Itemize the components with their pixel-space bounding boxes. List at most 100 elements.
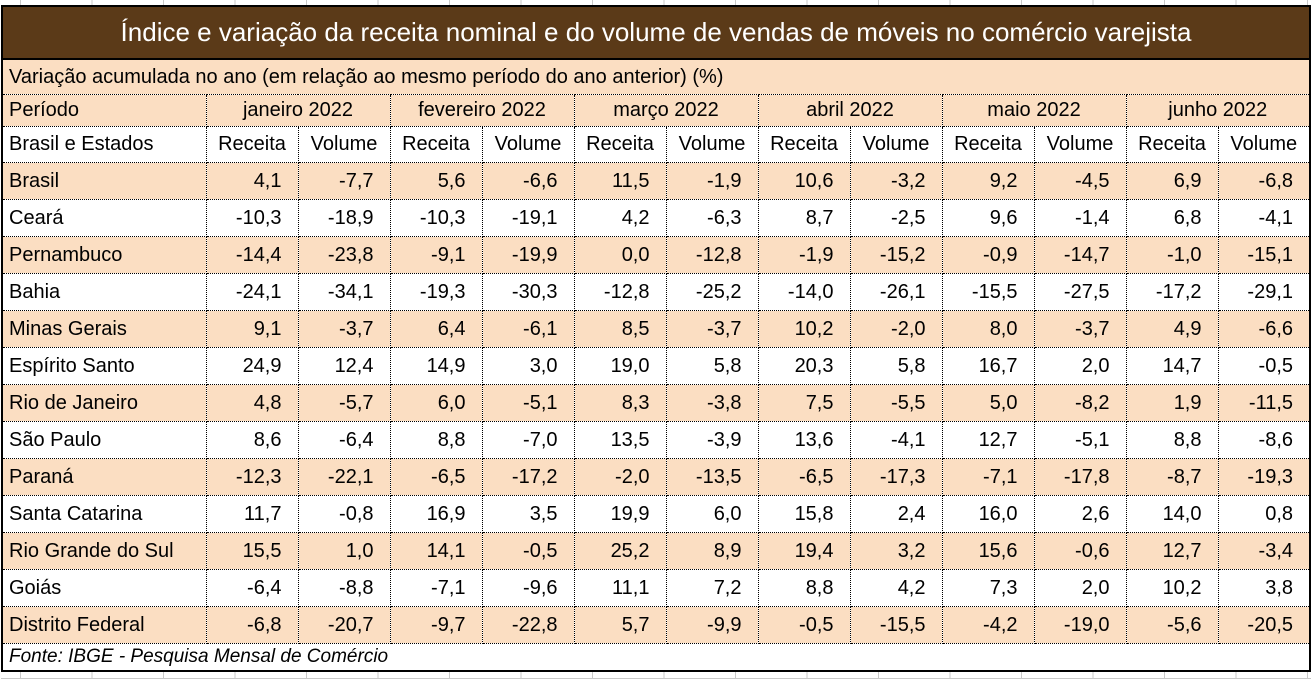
month-header-cell[interactable]: junho 2022 (1125, 94, 1311, 127)
value-cell[interactable]: -6,1 (481, 310, 575, 348)
metric-header-cell[interactable]: Receita (757, 126, 851, 163)
value-cell[interactable]: -17,8 (1033, 458, 1127, 496)
value-cell[interactable]: -11,5 (1217, 384, 1311, 422)
value-cell[interactable]: -6,4 (205, 569, 299, 607)
value-cell[interactable]: 19,9 (573, 495, 667, 533)
table-title[interactable]: Índice e variação da receita nominal e d… (0, 5, 1312, 60)
value-cell[interactable]: 24,9 (205, 347, 299, 385)
month-header-cell[interactable]: março 2022 (573, 94, 759, 127)
value-cell[interactable]: 0,0 (573, 236, 667, 274)
value-cell[interactable]: 4,1 (205, 162, 299, 200)
value-cell[interactable]: -1,9 (757, 236, 851, 274)
state-name-cell[interactable]: Minas Gerais (1, 310, 207, 348)
value-cell[interactable]: -5,1 (481, 384, 575, 422)
value-cell[interactable]: -4,1 (1217, 199, 1311, 237)
value-cell[interactable]: 2,0 (1033, 569, 1127, 607)
value-cell[interactable]: 16,7 (941, 347, 1035, 385)
value-cell[interactable]: -2,0 (573, 458, 667, 496)
value-cell[interactable]: 12,4 (297, 347, 391, 385)
value-cell[interactable]: 8,6 (205, 421, 299, 459)
value-cell[interactable]: -4,1 (849, 421, 943, 459)
value-cell[interactable]: -23,8 (297, 236, 391, 274)
metric-header-cell[interactable]: Volume (1033, 126, 1127, 163)
value-cell[interactable]: 8,3 (573, 384, 667, 422)
value-cell[interactable]: -3,7 (665, 310, 759, 348)
value-cell[interactable]: -8,6 (1217, 421, 1311, 459)
value-cell[interactable]: -27,5 (1033, 273, 1127, 311)
value-cell[interactable]: -6,5 (389, 458, 483, 496)
value-cell[interactable]: -15,5 (849, 606, 943, 644)
metric-header-cell[interactable]: Receita (941, 126, 1035, 163)
value-cell[interactable]: -17,2 (481, 458, 575, 496)
value-cell[interactable]: 5,6 (389, 162, 483, 200)
value-cell[interactable]: 10,6 (757, 162, 851, 200)
value-cell[interactable]: 7,2 (665, 569, 759, 607)
value-cell[interactable]: -0,8 (297, 495, 391, 533)
month-header-cell[interactable]: janeiro 2022 (205, 94, 391, 127)
value-cell[interactable]: -3,4 (1217, 532, 1311, 570)
metric-header-cell[interactable]: Volume (481, 126, 575, 163)
value-cell[interactable]: -9,9 (665, 606, 759, 644)
value-cell[interactable]: 11,1 (573, 569, 667, 607)
value-cell[interactable]: -7,7 (297, 162, 391, 200)
value-cell[interactable]: 8,8 (389, 421, 483, 459)
value-cell[interactable]: 13,5 (573, 421, 667, 459)
metric-header-cell[interactable]: Volume (297, 126, 391, 163)
value-cell[interactable]: -1,0 (1125, 236, 1219, 274)
value-cell[interactable]: -0,5 (1217, 347, 1311, 385)
value-cell[interactable]: -3,7 (297, 310, 391, 348)
value-cell[interactable]: 25,2 (573, 532, 667, 570)
metric-header-cell[interactable]: Receita (205, 126, 299, 163)
value-cell[interactable]: 6,8 (1125, 199, 1219, 237)
value-cell[interactable]: -20,5 (1217, 606, 1311, 644)
value-cell[interactable]: 8,0 (941, 310, 1035, 348)
value-cell[interactable]: -15,1 (1217, 236, 1311, 274)
value-cell[interactable]: -19,0 (1033, 606, 1127, 644)
value-cell[interactable]: -14,0 (757, 273, 851, 311)
value-cell[interactable]: -10,3 (205, 199, 299, 237)
value-cell[interactable]: 8,9 (665, 532, 759, 570)
value-cell[interactable]: 1,9 (1125, 384, 1219, 422)
value-cell[interactable]: -34,1 (297, 273, 391, 311)
value-cell[interactable]: -14,7 (1033, 236, 1127, 274)
metric-header-cell[interactable]: Volume (665, 126, 759, 163)
value-cell[interactable]: 11,7 (205, 495, 299, 533)
value-cell[interactable]: -3,7 (1033, 310, 1127, 348)
value-cell[interactable]: 14,7 (1125, 347, 1219, 385)
value-cell[interactable]: 0,8 (1217, 495, 1311, 533)
value-cell[interactable]: -1,4 (1033, 199, 1127, 237)
value-cell[interactable]: 15,5 (205, 532, 299, 570)
value-cell[interactable]: 3,8 (1217, 569, 1311, 607)
state-name-cell[interactable]: Paraná (1, 458, 207, 496)
value-cell[interactable]: 15,6 (941, 532, 1035, 570)
value-cell[interactable]: 14,9 (389, 347, 483, 385)
value-cell[interactable]: 12,7 (1125, 532, 1219, 570)
value-cell[interactable]: 5,8 (665, 347, 759, 385)
value-cell[interactable]: 16,0 (941, 495, 1035, 533)
value-cell[interactable]: 8,5 (573, 310, 667, 348)
value-cell[interactable]: -15,2 (849, 236, 943, 274)
value-cell[interactable]: -8,7 (1125, 458, 1219, 496)
value-cell[interactable]: 2,0 (1033, 347, 1127, 385)
value-cell[interactable]: -9,7 (389, 606, 483, 644)
value-cell[interactable]: 2,4 (849, 495, 943, 533)
value-cell[interactable]: -3,8 (665, 384, 759, 422)
value-cell[interactable]: -12,8 (665, 236, 759, 274)
metric-header-cell[interactable]: Volume (1217, 126, 1311, 163)
value-cell[interactable]: -6,6 (1217, 310, 1311, 348)
value-cell[interactable]: -24,1 (205, 273, 299, 311)
value-cell[interactable]: 9,2 (941, 162, 1035, 200)
value-cell[interactable]: -26,1 (849, 273, 943, 311)
value-cell[interactable]: 4,8 (205, 384, 299, 422)
value-cell[interactable]: -5,5 (849, 384, 943, 422)
value-cell[interactable]: 5,0 (941, 384, 1035, 422)
value-cell[interactable]: -0,9 (941, 236, 1035, 274)
value-cell[interactable]: -7,0 (481, 421, 575, 459)
value-cell[interactable]: -15,5 (941, 273, 1035, 311)
value-cell[interactable]: -5,7 (297, 384, 391, 422)
state-name-cell[interactable]: Goiás (1, 569, 207, 607)
value-cell[interactable]: -18,9 (297, 199, 391, 237)
value-cell[interactable]: -6,8 (205, 606, 299, 644)
value-cell[interactable]: -6,4 (297, 421, 391, 459)
value-cell[interactable]: 13,6 (757, 421, 851, 459)
